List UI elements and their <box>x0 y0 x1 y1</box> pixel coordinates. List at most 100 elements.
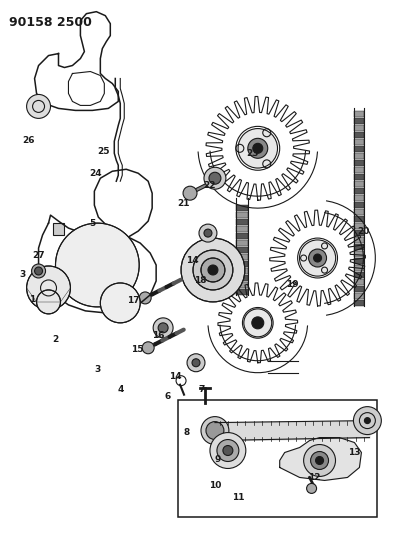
Circle shape <box>206 422 224 440</box>
Bar <box>354 167 364 173</box>
Polygon shape <box>280 438 362 480</box>
Text: 23: 23 <box>246 149 259 158</box>
Bar <box>354 188 364 194</box>
Bar <box>236 261 248 267</box>
Bar <box>354 154 364 159</box>
Circle shape <box>210 433 246 469</box>
Circle shape <box>201 417 229 445</box>
Circle shape <box>217 440 239 462</box>
Circle shape <box>199 224 217 242</box>
Circle shape <box>204 167 226 189</box>
Text: 26: 26 <box>22 136 35 145</box>
Bar <box>354 174 364 180</box>
Bar <box>354 125 364 131</box>
Circle shape <box>139 292 151 304</box>
Bar <box>354 195 364 201</box>
Bar <box>236 275 248 281</box>
Bar <box>236 289 248 295</box>
Bar <box>354 244 364 250</box>
Circle shape <box>304 445 336 477</box>
Circle shape <box>27 94 51 118</box>
Circle shape <box>142 342 154 354</box>
Text: 27: 27 <box>32 251 45 260</box>
Circle shape <box>100 283 140 323</box>
Bar <box>354 139 364 146</box>
Circle shape <box>201 258 225 282</box>
Bar <box>236 219 248 225</box>
Text: 17: 17 <box>127 296 140 305</box>
Circle shape <box>204 229 212 237</box>
Text: 19: 19 <box>286 280 299 289</box>
Circle shape <box>208 265 218 275</box>
Text: 20: 20 <box>357 227 369 236</box>
Bar <box>236 254 248 260</box>
Bar <box>354 279 364 285</box>
Circle shape <box>310 451 329 470</box>
Circle shape <box>158 323 168 333</box>
Bar <box>236 247 248 253</box>
Circle shape <box>27 266 70 310</box>
Text: 25: 25 <box>97 147 110 156</box>
Text: 14: 14 <box>186 255 198 264</box>
Circle shape <box>37 290 61 314</box>
Bar <box>178 400 377 518</box>
Bar <box>53 223 64 235</box>
Circle shape <box>353 407 381 434</box>
Circle shape <box>55 223 139 307</box>
Bar <box>236 240 248 246</box>
Text: 3: 3 <box>94 365 101 374</box>
Text: 90158 2500: 90158 2500 <box>9 15 92 29</box>
Bar <box>354 181 364 187</box>
Circle shape <box>187 354 205 372</box>
Bar <box>236 212 248 218</box>
Circle shape <box>223 446 233 456</box>
Circle shape <box>183 186 197 200</box>
Text: 12: 12 <box>309 473 321 482</box>
Circle shape <box>364 417 370 424</box>
Bar <box>354 147 364 152</box>
Circle shape <box>192 359 200 367</box>
Text: 7: 7 <box>199 385 205 394</box>
Text: 14: 14 <box>169 372 182 381</box>
Text: 4: 4 <box>117 385 123 394</box>
Text: 5: 5 <box>89 219 95 228</box>
Bar <box>354 230 364 236</box>
Bar <box>354 216 364 222</box>
Bar <box>354 202 364 208</box>
Bar <box>354 272 364 278</box>
Text: 1: 1 <box>29 295 36 304</box>
Bar <box>354 132 364 139</box>
Bar <box>354 265 364 271</box>
Circle shape <box>307 483 317 494</box>
Circle shape <box>209 172 221 184</box>
Bar <box>354 286 364 292</box>
Text: 16: 16 <box>152 332 164 340</box>
Circle shape <box>253 143 263 154</box>
Circle shape <box>153 318 173 338</box>
Text: 21: 21 <box>177 199 189 208</box>
Text: 22: 22 <box>204 181 216 190</box>
Circle shape <box>193 250 233 290</box>
Bar <box>354 111 364 117</box>
Bar <box>354 293 364 299</box>
Bar <box>354 237 364 243</box>
Bar <box>354 258 364 264</box>
Circle shape <box>316 456 323 464</box>
Circle shape <box>238 128 277 168</box>
Circle shape <box>181 238 245 302</box>
Circle shape <box>35 267 42 275</box>
Text: 10: 10 <box>209 481 221 490</box>
Circle shape <box>314 254 321 262</box>
Text: 18: 18 <box>194 277 206 286</box>
Text: 24: 24 <box>89 169 102 177</box>
Bar <box>236 205 248 211</box>
Circle shape <box>248 139 268 158</box>
Circle shape <box>299 240 336 276</box>
Bar <box>354 160 364 166</box>
Bar <box>354 251 364 257</box>
Text: 3: 3 <box>20 270 26 279</box>
Circle shape <box>31 264 46 278</box>
Circle shape <box>309 249 327 267</box>
Circle shape <box>252 317 264 329</box>
Bar <box>354 209 364 215</box>
